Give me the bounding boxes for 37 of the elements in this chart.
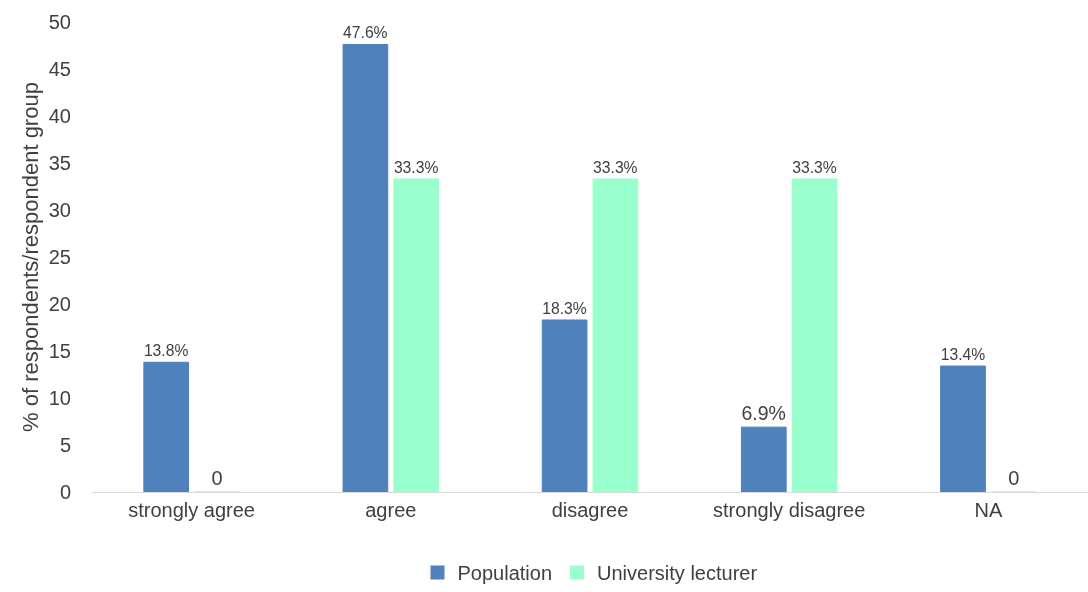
bar <box>791 178 838 492</box>
bar <box>143 361 190 492</box>
x-tick-label: agree <box>365 499 417 521</box>
bar <box>592 178 639 492</box>
x-tick-label: strongly agree <box>128 499 255 521</box>
y-tick-label: 10 <box>48 387 71 409</box>
bar <box>393 178 440 492</box>
y-tick-label: 0 <box>59 481 71 503</box>
data-label: 13.8% <box>143 342 189 360</box>
data-label: 33.3% <box>393 158 439 176</box>
data-label: 47.6% <box>343 24 388 42</box>
y-tick-label: 40 <box>48 105 71 127</box>
x-tick-label: NA <box>974 499 1003 521</box>
y-tick-label: 5 <box>59 434 71 456</box>
data-label: 0 <box>1008 467 1020 489</box>
bar <box>940 365 986 492</box>
x-tick-label: strongly disagree <box>713 499 866 521</box>
y-tick-label: 35 <box>48 152 71 174</box>
data-label: 18.3% <box>542 299 587 317</box>
y-axis-title: % of respondents/respondent group <box>17 82 43 432</box>
legend-label: University lecturer <box>597 562 758 585</box>
data-label: 33.3% <box>593 158 638 176</box>
y-tick-label: 30 <box>48 199 71 221</box>
y-tick-label: 50 <box>48 11 71 33</box>
y-tick-label: 45 <box>48 58 71 80</box>
x-tick-label: disagree <box>551 499 629 521</box>
y-tick-label: 20 <box>48 293 71 315</box>
data-label: 33.3% <box>792 158 837 176</box>
bar <box>541 319 588 492</box>
data-label: 6.9% <box>741 402 786 425</box>
bar <box>740 426 787 492</box>
bar <box>342 44 389 492</box>
data-label: 13.4% <box>940 345 986 363</box>
y-tick-label: 25 <box>48 246 71 268</box>
legend-label: Population <box>457 562 553 585</box>
y-tick-label: 15 <box>48 340 71 362</box>
data-label: 0 <box>211 467 223 489</box>
